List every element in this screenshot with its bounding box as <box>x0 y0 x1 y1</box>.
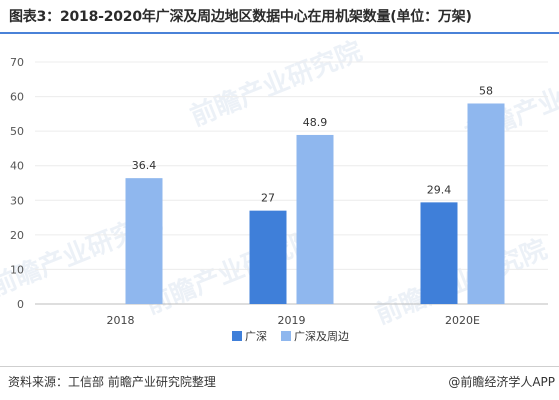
footer-divider <box>0 366 559 367</box>
y-tick-label: 40 <box>10 160 24 173</box>
bar <box>420 202 458 304</box>
legend-label: 广深及周边 <box>294 330 349 343</box>
bar-chart: 前瞻产业研究院 前瞻产业研究院 前瞻产业研究院 前瞻产业研究院 前瞻产业研究院 … <box>0 36 559 343</box>
title-divider <box>0 32 559 34</box>
legend-swatch <box>232 331 242 341</box>
bar <box>125 178 163 304</box>
legend-swatch <box>281 331 291 341</box>
bars <box>125 103 505 304</box>
y-tick-label: 50 <box>10 125 24 138</box>
brand-credit: @前瞻经济学人APP <box>448 375 555 389</box>
x-tick-label: 2019 <box>278 314 306 327</box>
gridlines <box>35 61 548 305</box>
source-note: 资料来源：工信部 前瞻产业研究院整理 <box>8 375 216 389</box>
legend-label: 广深 <box>245 330 267 343</box>
watermark-text: 前瞻产业研究院 <box>141 224 321 321</box>
data-label: 27 <box>261 192 275 205</box>
chart-title: 图表3：2018-2020年广深及周边地区数据中心在用机架数量(单位：万架) <box>9 9 472 25</box>
y-tick-label: 70 <box>10 56 24 69</box>
legend: 广深 广深及周边 <box>232 330 349 343</box>
y-tick-label: 0 <box>17 298 24 311</box>
x-tick-label: 2018 <box>107 314 135 327</box>
bar <box>296 134 334 304</box>
data-labels: 36.4 27 48.9 29.4 58 <box>132 84 493 204</box>
x-axis: 2018 2019 2020E <box>107 314 481 327</box>
y-tick-label: 20 <box>10 229 24 242</box>
y-tick-label: 60 <box>10 91 24 104</box>
data-label: 58 <box>479 84 493 97</box>
data-label: 29.4 <box>427 183 452 196</box>
y-axis: 0 10 20 30 40 50 60 70 <box>10 56 24 311</box>
bar <box>467 103 505 304</box>
bar <box>249 210 287 304</box>
data-label: 36.4 <box>132 159 157 172</box>
x-tick-label: 2020E <box>445 314 480 327</box>
y-tick-label: 30 <box>10 194 24 207</box>
data-label: 48.9 <box>303 116 328 129</box>
y-tick-label: 10 <box>10 263 24 276</box>
watermark-text: 前瞻产业研究院 <box>186 36 366 133</box>
